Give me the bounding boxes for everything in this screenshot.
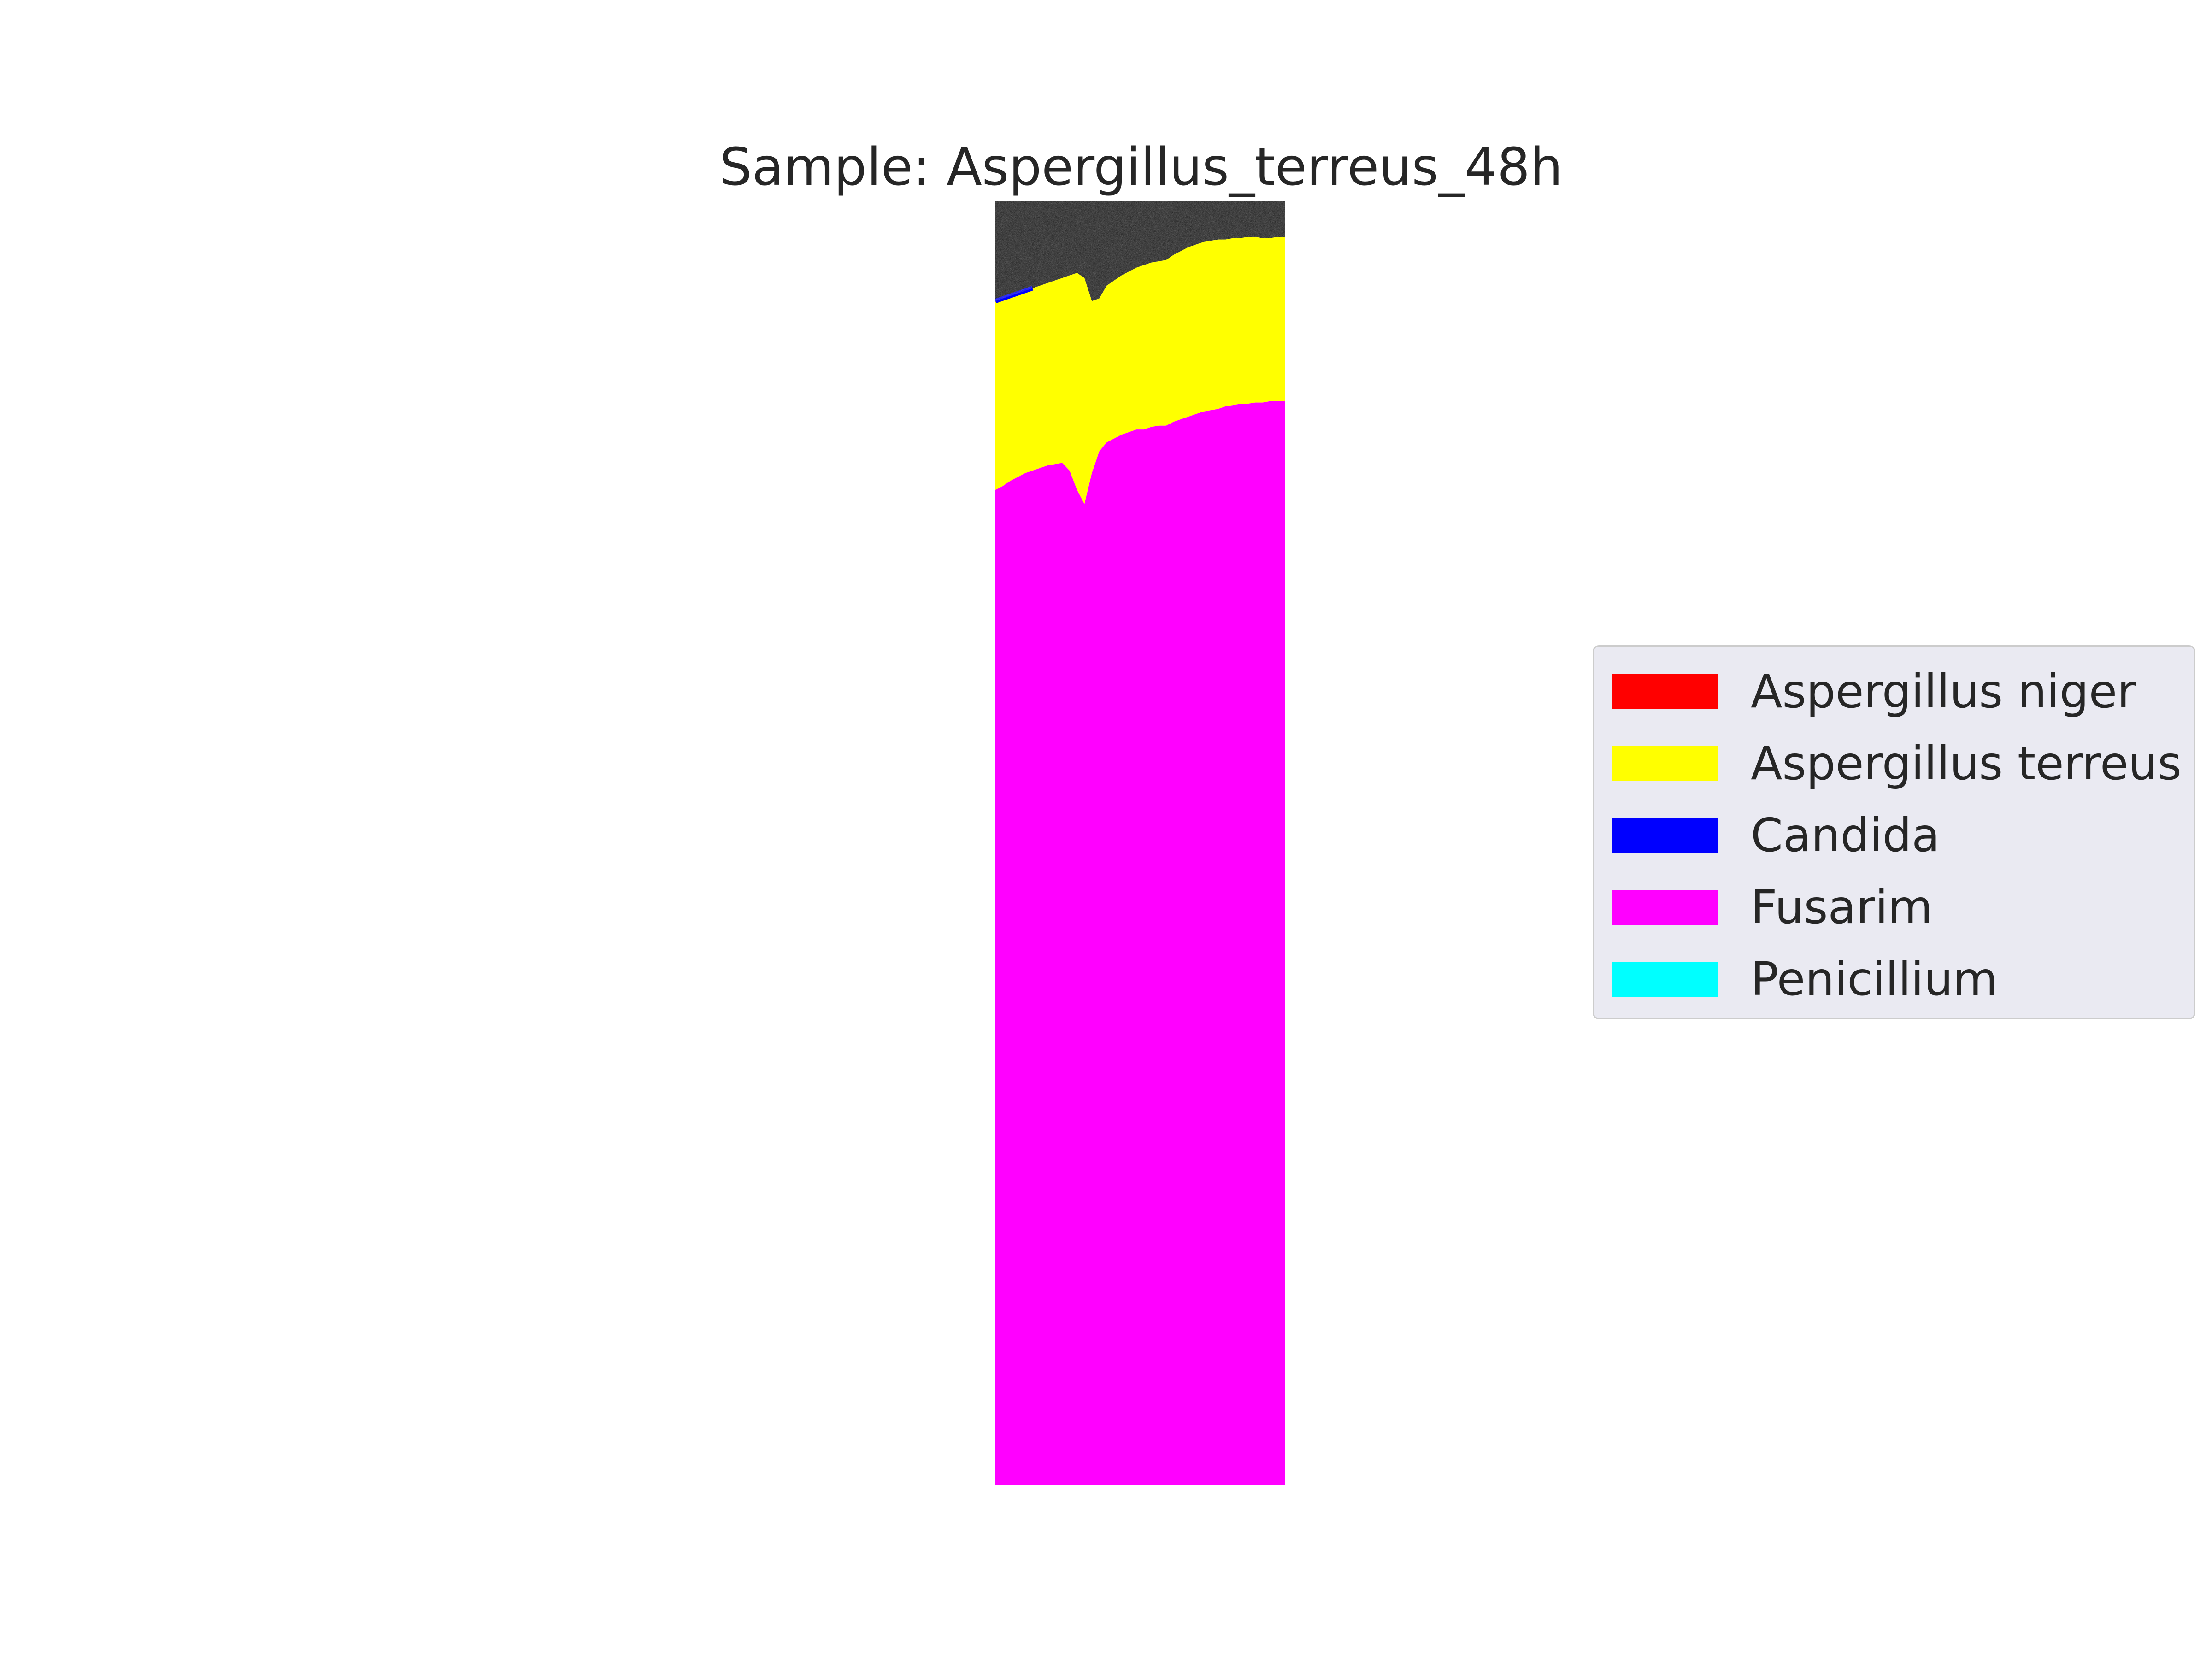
legend-swatch — [1612, 674, 1718, 709]
legend-label: Penicillium — [1751, 952, 1998, 1006]
legend-swatch — [1612, 890, 1718, 925]
chart-title: Sample: Aspergillus_terreus_48h — [719, 137, 1563, 197]
legend-item: Penicillium — [1594, 944, 2194, 1009]
region-fusarim — [995, 401, 1285, 1485]
legend: Aspergillus niger Aspergillus terreus Cand… — [1593, 645, 2195, 1019]
legend-swatch — [1612, 818, 1718, 853]
regions-layer — [995, 201, 1285, 1485]
legend-label: Candida — [1751, 808, 1940, 862]
legend-item: Candida — [1594, 800, 2194, 865]
legend-label: Aspergillus niger — [1751, 665, 2136, 718]
legend-item: Aspergillus niger — [1594, 657, 2194, 721]
legend-label: Aspergillus terreus — [1751, 736, 2182, 790]
legend-label: Fusarim — [1751, 880, 1933, 934]
legend-swatch — [1612, 962, 1718, 997]
legend-item: Aspergillus terreus — [1594, 729, 2194, 793]
segmentation-heatmap — [995, 201, 1285, 1485]
region-aspergillus-terreus — [995, 237, 1285, 504]
legend-item: Fusarim — [1594, 872, 2194, 937]
legend-swatch — [1612, 746, 1718, 781]
